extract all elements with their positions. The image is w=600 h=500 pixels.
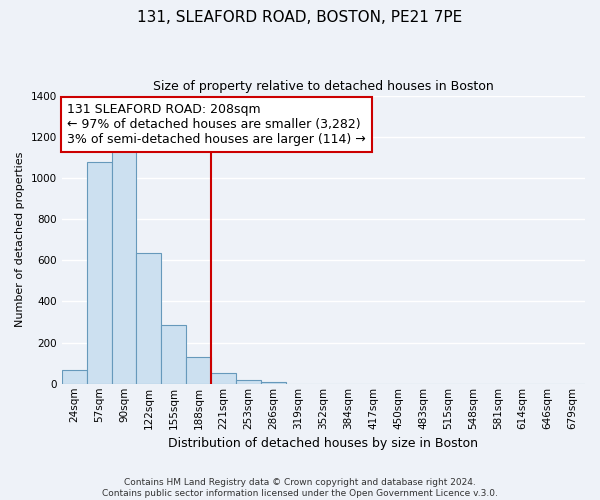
Bar	[161, 325, 186, 384]
Bar	[136, 253, 161, 384]
Text: 131 SLEAFORD ROAD: 208sqm
← 97% of detached houses are smaller (3,282)
3% of sem: 131 SLEAFORD ROAD: 208sqm ← 97% of detac…	[67, 103, 365, 146]
Bar	[236, 380, 261, 384]
Y-axis label: Number of detached properties: Number of detached properties	[15, 152, 25, 328]
Bar	[86, 162, 112, 384]
Bar	[112, 146, 136, 384]
X-axis label: Distribution of detached houses by size in Boston: Distribution of detached houses by size …	[169, 437, 478, 450]
Title: Size of property relative to detached houses in Boston: Size of property relative to detached ho…	[153, 80, 494, 93]
Bar	[62, 370, 86, 384]
Bar	[211, 374, 236, 384]
Bar	[186, 357, 211, 384]
Bar	[261, 382, 286, 384]
Text: 131, SLEAFORD ROAD, BOSTON, PE21 7PE: 131, SLEAFORD ROAD, BOSTON, PE21 7PE	[137, 10, 463, 25]
Text: Contains HM Land Registry data © Crown copyright and database right 2024.
Contai: Contains HM Land Registry data © Crown c…	[102, 478, 498, 498]
